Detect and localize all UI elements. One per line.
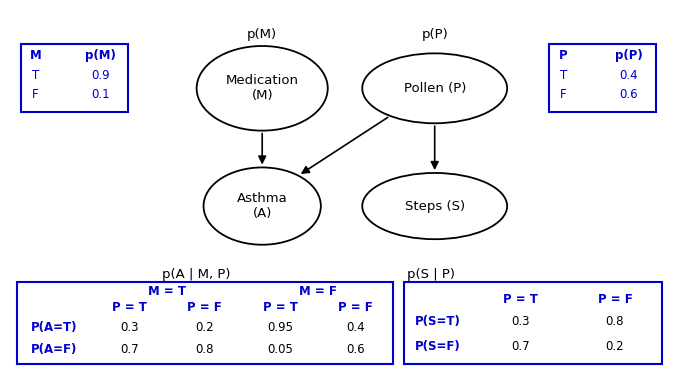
Text: 0.9: 0.9 <box>92 69 110 82</box>
Text: P = F: P = F <box>598 293 632 306</box>
Text: 0.95: 0.95 <box>267 321 293 335</box>
Text: P = T: P = T <box>263 301 297 314</box>
Text: p(A | M, P): p(A | M, P) <box>162 268 231 281</box>
Text: P = F: P = F <box>338 301 373 314</box>
Text: P(S=T): P(S=T) <box>415 315 461 328</box>
Text: 0.6: 0.6 <box>620 88 638 101</box>
Text: P(A=F): P(A=F) <box>31 343 78 356</box>
Text: F: F <box>32 88 39 101</box>
Text: T: T <box>560 69 567 82</box>
Text: 0.3: 0.3 <box>120 321 139 335</box>
Text: M: M <box>30 49 41 62</box>
Text: Pollen (P): Pollen (P) <box>404 82 466 95</box>
Text: 0.8: 0.8 <box>606 315 624 328</box>
Text: P: P <box>559 49 568 62</box>
Text: p(P): p(P) <box>422 28 448 42</box>
Text: 0.4: 0.4 <box>620 69 638 82</box>
Text: F: F <box>560 88 567 101</box>
Text: Medication
(M): Medication (M) <box>226 74 299 102</box>
Text: M = T: M = T <box>148 285 186 298</box>
Text: 0.7: 0.7 <box>511 340 529 353</box>
Text: 0.2: 0.2 <box>195 321 214 335</box>
Text: 0.2: 0.2 <box>606 340 624 353</box>
Text: P = F: P = F <box>188 301 222 314</box>
Text: p(P): p(P) <box>615 49 642 62</box>
Text: T: T <box>32 69 39 82</box>
Text: p(M): p(M) <box>247 28 277 42</box>
Text: Steps (S): Steps (S) <box>404 199 465 213</box>
Text: M = F: M = F <box>299 285 337 298</box>
Text: 0.7: 0.7 <box>120 343 139 356</box>
Text: 0.1: 0.1 <box>92 88 110 101</box>
Text: P(A=T): P(A=T) <box>31 321 78 335</box>
Text: P(S=F): P(S=F) <box>415 340 461 353</box>
Text: 0.8: 0.8 <box>195 343 214 356</box>
Text: 0.05: 0.05 <box>267 343 293 356</box>
Text: p(M): p(M) <box>86 49 117 62</box>
Text: P = T: P = T <box>112 301 147 314</box>
Text: Asthma
(A): Asthma (A) <box>237 192 288 220</box>
Text: p(S | P): p(S | P) <box>407 268 455 281</box>
Text: 0.4: 0.4 <box>346 321 365 335</box>
Text: 0.6: 0.6 <box>346 343 365 356</box>
Text: 0.3: 0.3 <box>511 315 529 328</box>
Text: P = T: P = T <box>502 293 538 306</box>
